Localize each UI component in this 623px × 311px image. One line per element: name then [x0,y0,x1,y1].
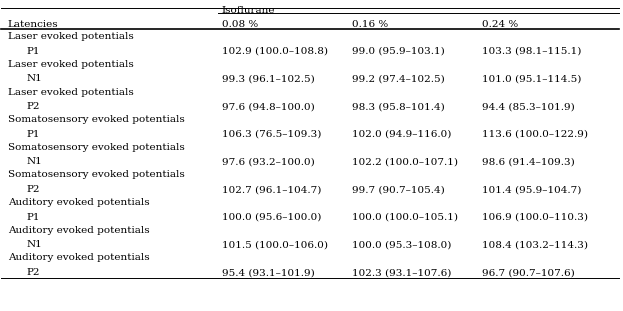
Text: P1: P1 [26,47,40,56]
Text: 100.0 (95.6–100.0): 100.0 (95.6–100.0) [222,213,321,222]
Text: 98.3 (95.8–101.4): 98.3 (95.8–101.4) [352,102,445,111]
Text: Auditory evoked potentials: Auditory evoked potentials [7,226,150,235]
Text: 98.6 (91.4–109.3): 98.6 (91.4–109.3) [482,157,575,166]
Text: 99.7 (90.7–105.4): 99.7 (90.7–105.4) [352,185,445,194]
Text: 101.4 (95.9–104.7): 101.4 (95.9–104.7) [482,185,581,194]
Text: 102.9 (100.0–108.8): 102.9 (100.0–108.8) [222,47,328,56]
Text: Somatosensory evoked potentials: Somatosensory evoked potentials [7,143,184,152]
Text: Somatosensory evoked potentials: Somatosensory evoked potentials [7,170,184,179]
Text: Laser evoked potentials: Laser evoked potentials [7,32,133,41]
Text: 99.3 (96.1–102.5): 99.3 (96.1–102.5) [222,75,315,83]
Text: P1: P1 [26,130,40,139]
Text: Auditory evoked potentials: Auditory evoked potentials [7,253,150,262]
Text: 108.4 (103.2–114.3): 108.4 (103.2–114.3) [482,240,588,249]
Text: 113.6 (100.0–122.9): 113.6 (100.0–122.9) [482,130,588,139]
Text: 99.0 (95.9–103.1): 99.0 (95.9–103.1) [352,47,445,56]
Text: 103.3 (98.1–115.1): 103.3 (98.1–115.1) [482,47,581,56]
Text: 101.5 (100.0–106.0): 101.5 (100.0–106.0) [222,240,328,249]
Text: 101.0 (95.1–114.5): 101.0 (95.1–114.5) [482,75,581,83]
Text: Laser evoked potentials: Laser evoked potentials [7,60,133,69]
Text: 106.9 (100.0–110.3): 106.9 (100.0–110.3) [482,213,588,222]
Text: 102.2 (100.0–107.1): 102.2 (100.0–107.1) [352,157,458,166]
Text: 97.6 (94.8–100.0): 97.6 (94.8–100.0) [222,102,315,111]
Text: P1: P1 [26,213,40,222]
Text: 106.3 (76.5–109.3): 106.3 (76.5–109.3) [222,130,321,139]
Text: 102.0 (94.9–116.0): 102.0 (94.9–116.0) [352,130,451,139]
Text: 100.0 (95.3–108.0): 100.0 (95.3–108.0) [352,240,451,249]
Text: 95.4 (93.1–101.9): 95.4 (93.1–101.9) [222,268,315,277]
Text: Latencies: Latencies [7,20,58,29]
Text: 99.2 (97.4–102.5): 99.2 (97.4–102.5) [352,75,445,83]
Text: 97.6 (93.2–100.0): 97.6 (93.2–100.0) [222,157,315,166]
Text: Isoflurane: Isoflurane [222,6,275,15]
Text: P2: P2 [26,268,40,277]
Text: Laser evoked potentials: Laser evoked potentials [7,87,133,96]
Text: P2: P2 [26,185,40,194]
Text: 0.24 %: 0.24 % [482,20,518,29]
Text: 102.3 (93.1–107.6): 102.3 (93.1–107.6) [352,268,451,277]
Text: 0.08 %: 0.08 % [222,20,258,29]
Text: Auditory evoked potentials: Auditory evoked potentials [7,198,150,207]
Text: 96.7 (90.7–107.6): 96.7 (90.7–107.6) [482,268,575,277]
Text: N1: N1 [26,240,42,249]
Text: N1: N1 [26,75,42,83]
Text: N1: N1 [26,157,42,166]
Text: 102.7 (96.1–104.7): 102.7 (96.1–104.7) [222,185,321,194]
Text: 94.4 (85.3–101.9): 94.4 (85.3–101.9) [482,102,575,111]
Text: P2: P2 [26,102,40,111]
Text: Somatosensory evoked potentials: Somatosensory evoked potentials [7,115,184,124]
Text: 100.0 (100.0–105.1): 100.0 (100.0–105.1) [352,213,458,222]
Text: 0.16 %: 0.16 % [352,20,388,29]
